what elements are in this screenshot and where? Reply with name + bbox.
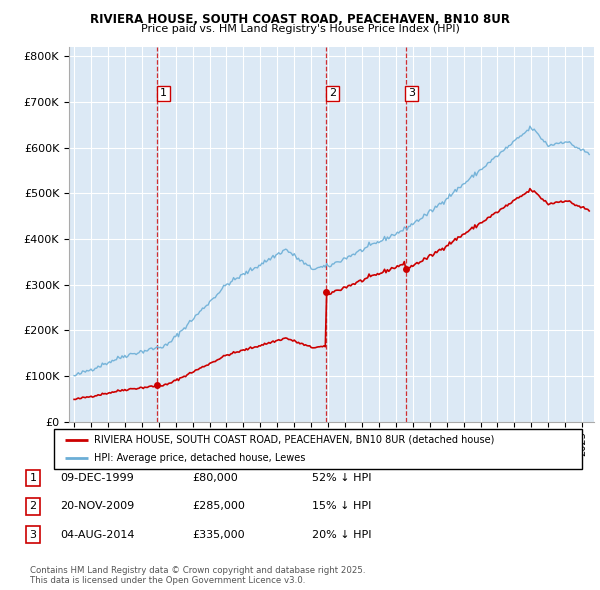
Text: 2: 2	[329, 88, 336, 99]
Text: £285,000: £285,000	[192, 502, 245, 511]
Text: RIVIERA HOUSE, SOUTH COAST ROAD, PEACEHAVEN, BN10 8UR (detached house): RIVIERA HOUSE, SOUTH COAST ROAD, PEACEHA…	[94, 435, 494, 445]
Text: 04-AUG-2014: 04-AUG-2014	[60, 530, 134, 539]
Text: RIVIERA HOUSE, SOUTH COAST ROAD, PEACEHAVEN, BN10 8UR: RIVIERA HOUSE, SOUTH COAST ROAD, PEACEHA…	[90, 13, 510, 26]
Text: £335,000: £335,000	[192, 530, 245, 539]
Text: 3: 3	[29, 530, 37, 539]
Text: 1: 1	[160, 88, 167, 99]
Text: 20% ↓ HPI: 20% ↓ HPI	[312, 530, 371, 539]
Text: Price paid vs. HM Land Registry's House Price Index (HPI): Price paid vs. HM Land Registry's House …	[140, 24, 460, 34]
Text: 15% ↓ HPI: 15% ↓ HPI	[312, 502, 371, 511]
Text: Contains HM Land Registry data © Crown copyright and database right 2025.
This d: Contains HM Land Registry data © Crown c…	[30, 566, 365, 585]
Text: 1: 1	[29, 473, 37, 483]
Text: HPI: Average price, detached house, Lewes: HPI: Average price, detached house, Lewe…	[94, 453, 305, 463]
Text: £80,000: £80,000	[192, 473, 238, 483]
Text: 52% ↓ HPI: 52% ↓ HPI	[312, 473, 371, 483]
Text: 09-DEC-1999: 09-DEC-1999	[60, 473, 134, 483]
Text: 20-NOV-2009: 20-NOV-2009	[60, 502, 134, 511]
Text: 2: 2	[29, 502, 37, 511]
Text: 3: 3	[408, 88, 415, 99]
